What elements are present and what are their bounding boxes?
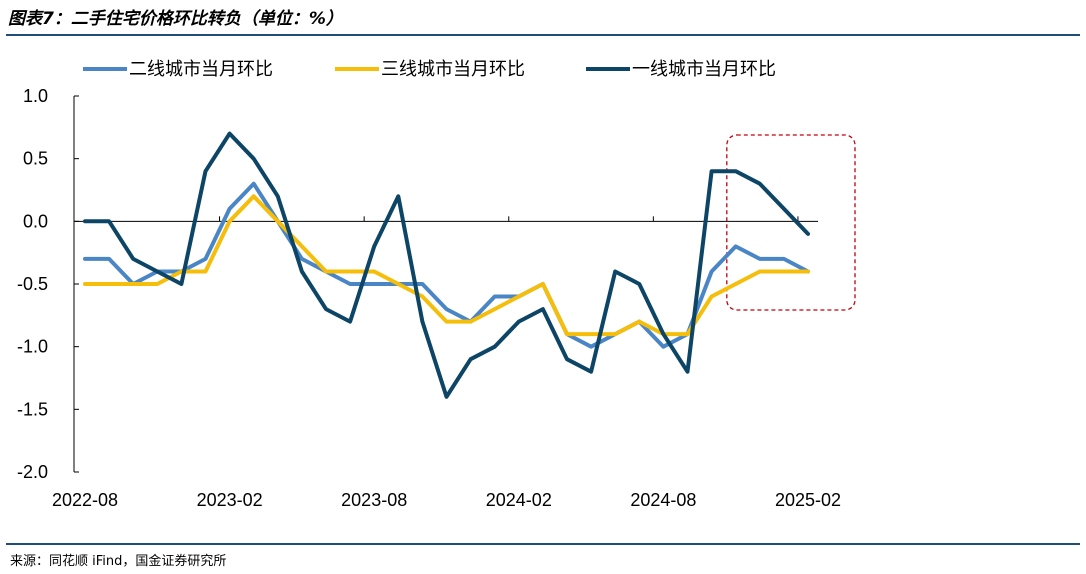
top-rule (6, 34, 1080, 36)
y-tick-label: 0.0 (23, 211, 48, 231)
x-tick-label: 2022-08 (52, 490, 118, 510)
x-tick-label: 2024-08 (630, 490, 696, 510)
highlight-box (726, 134, 856, 311)
series-line-2 (83, 194, 810, 337)
highlight-box-layer (726, 134, 856, 311)
y-tick-label: -2.0 (17, 462, 48, 482)
chart-legend: 二线城市当月环比 三线城市当月环比 一线城市当月环比 (83, 59, 776, 80)
y-tick-label: 0.5 (23, 149, 48, 169)
y-tick-label: -1.5 (17, 399, 48, 419)
y-tick-label: -1.0 (17, 337, 48, 357)
chart-title: 图表7：二手住宅价格环比转负（单位：%） (8, 9, 343, 29)
series-layer (83, 131, 810, 399)
x-tick-label: 2023-08 (341, 490, 407, 510)
legend-label-2: 三线城市当月环比 (381, 59, 525, 80)
legend-label-3: 一线城市当月环比 (632, 59, 776, 80)
line-chart: 二线城市当月环比 三线城市当月环比 一线城市当月环比 1.0 0.5 0.0 -0.5 -1… (17, 59, 856, 510)
x-tick-label: 2025-02 (775, 490, 841, 510)
y-tick-label: 1.0 (23, 86, 48, 106)
bottom-rule (6, 543, 1080, 545)
x-tick-label: 2024-02 (486, 490, 552, 510)
series-line-3 (83, 131, 810, 399)
y-tick-label: -0.5 (17, 274, 48, 294)
source-note: 来源：同花顺 iFind，国金证券研究所 (10, 554, 227, 569)
legend-label-1: 二线城市当月环比 (129, 59, 273, 80)
x-tick-label: 2023-02 (197, 490, 263, 510)
